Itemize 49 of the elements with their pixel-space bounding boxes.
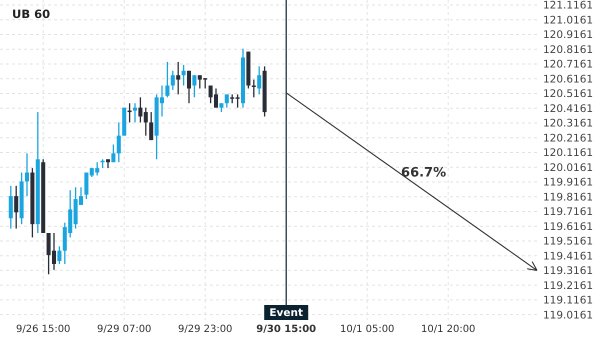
y-tick-label: 120.4161 — [543, 102, 594, 115]
y-tick-label: 120.5161 — [543, 88, 594, 100]
candlestick — [186, 70, 192, 104]
y-tick-label: 119.5161 — [543, 236, 594, 248]
x-tick-label: 9/29 07:00 — [96, 324, 152, 335]
y-tick-label: 119.6161 — [543, 220, 594, 233]
y-tick-label: 120.3161 — [543, 118, 594, 130]
y-tick-label: 119.2161 — [543, 280, 594, 292]
y-tick-label: 120.2161 — [543, 132, 594, 144]
candlestick — [165, 61, 170, 98]
candlestick — [8, 185, 13, 230]
candlestick — [170, 70, 175, 91]
y-tick-label: 119.0161 — [543, 309, 594, 322]
candlestick — [224, 94, 229, 108]
candlestick — [100, 158, 105, 169]
x-tick-label: 10/1 05:00 — [340, 324, 394, 335]
candlestick — [57, 246, 62, 265]
y-tick-label: 119.3161 — [543, 265, 594, 278]
candlestick — [128, 102, 132, 124]
y-tick-label: 119.7161 — [543, 206, 594, 218]
candlestick — [132, 102, 138, 124]
candlestick — [111, 144, 116, 163]
y-tick-label: 119.9161 — [543, 176, 594, 189]
x-tick-label: 9/29 23:00 — [178, 324, 232, 335]
y-tick-label: 120.6161 — [543, 73, 594, 86]
candlestick — [14, 185, 18, 230]
y-tick-label: 120.1161 — [543, 147, 594, 160]
ref-line-label: Event — [269, 307, 304, 319]
x-tick-label: 9/30 15:00 — [256, 324, 316, 335]
candlestick — [176, 61, 180, 96]
y-tick-label: 119.1161 — [543, 294, 594, 307]
y-tick-label: 120.8161 — [543, 44, 594, 56]
candlestick — [192, 74, 196, 98]
x-tick-label: 10/1 20:00 — [420, 324, 476, 335]
candlestick — [24, 152, 30, 197]
y-tick-label: 121.1161 — [543, 0, 594, 12]
x-tick-label: 9/26 15:00 — [16, 324, 70, 335]
candlestick — [149, 111, 154, 141]
y-tick-label: 120.0161 — [543, 162, 594, 174]
candlestick — [257, 66, 262, 96]
y-tick-label: 121.0161 — [543, 14, 594, 26]
candlestick — [116, 122, 121, 163]
y-tick-label: 119.4161 — [543, 250, 594, 262]
text: UB 60 — [12, 7, 50, 21]
annotation: 66.7% — [401, 166, 446, 181]
y-tick-label: 120.7161 — [543, 58, 594, 71]
candlestick — [252, 78, 256, 98]
y-tick-label: 119.8161 — [543, 191, 594, 204]
y-tick-label: 120.9161 — [543, 29, 594, 42]
